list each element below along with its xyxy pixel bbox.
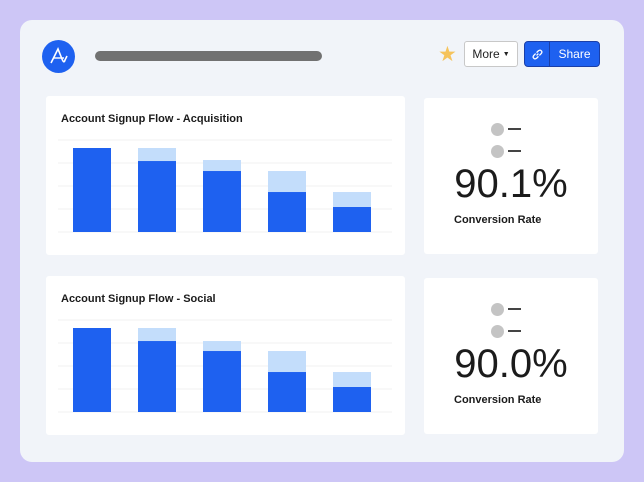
bar-converted[interactable] (333, 386, 371, 412)
amplitude-logo-icon[interactable] (42, 40, 75, 73)
bar-dropoff[interactable] (203, 341, 241, 352)
legend (491, 118, 521, 162)
kpi-value: 90.0% (454, 342, 568, 386)
bar-dropoff[interactable] (333, 192, 371, 207)
bar-converted[interactable] (73, 328, 111, 412)
legend-dash (508, 128, 521, 130)
link-icon (525, 42, 550, 66)
kpi-label: Conversion Rate (454, 394, 542, 406)
bar-dropoff[interactable] (268, 351, 306, 373)
chart-title: Account Signup Flow - Social (61, 293, 216, 305)
dashboard-window: ★ More ▼ Share Account Signup Flow - Acqu… (20, 20, 624, 462)
bar-dropoff[interactable] (268, 171, 306, 193)
bar-dropoff[interactable] (203, 160, 241, 172)
chart-card-social[interactable]: Account Signup Flow - Social (46, 276, 405, 435)
bar-converted[interactable] (73, 148, 111, 232)
legend-dot-icon (491, 122, 504, 136)
bar-converted[interactable] (138, 341, 176, 412)
bar-converted[interactable] (138, 161, 176, 232)
chevron-down-icon: ▼ (502, 50, 510, 58)
legend-dash (508, 308, 521, 310)
legend-dot-icon (491, 324, 504, 338)
share-label: Share (558, 47, 591, 61)
kpi-label: Conversion Rate (454, 214, 542, 226)
legend (491, 298, 521, 342)
more-button[interactable]: More ▼ (464, 41, 518, 67)
dashboard-title-placeholder (95, 51, 322, 61)
kpi-card[interactable]: 90.1% Conversion Rate (424, 98, 598, 254)
kpi-value: 90.1% (454, 162, 568, 206)
bar-converted[interactable] (268, 372, 306, 412)
bar-converted[interactable] (203, 171, 241, 232)
star-icon[interactable]: ★ (438, 43, 457, 66)
funnel-chart (58, 139, 392, 233)
bar-converted[interactable] (333, 206, 371, 232)
kpi-card[interactable]: 90.0% Conversion Rate (424, 278, 598, 434)
legend-dash (508, 330, 521, 332)
bar-dropoff[interactable] (333, 372, 371, 387)
bar-converted[interactable] (203, 351, 241, 412)
legend-dot-icon (491, 144, 504, 158)
funnel-chart (58, 319, 392, 413)
bar-converted[interactable] (268, 192, 306, 232)
bar-dropoff[interactable] (138, 148, 176, 162)
legend-dash (508, 150, 521, 152)
bar-dropoff[interactable] (138, 328, 176, 342)
more-label: More (472, 47, 500, 61)
chart-title: Account Signup Flow - Acquisition (61, 113, 243, 125)
legend-dot-icon (491, 302, 504, 316)
share-button[interactable]: Share (524, 41, 600, 67)
chart-card-acquisition[interactable]: Account Signup Flow - Acquisition (46, 96, 405, 255)
